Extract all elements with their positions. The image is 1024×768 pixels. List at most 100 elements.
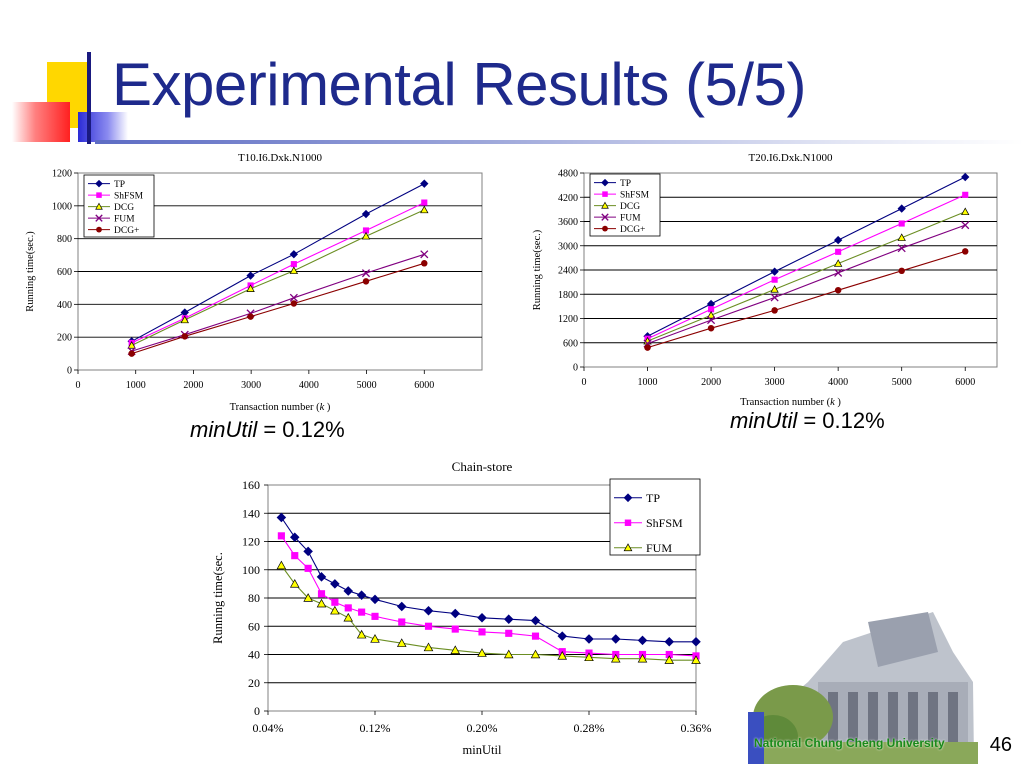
series-line-dcg- xyxy=(131,262,425,355)
y-tick-label: 0 xyxy=(573,363,578,374)
legend-entry: DCG xyxy=(114,203,134,213)
y-tick-label: 20 xyxy=(248,676,260,690)
x-tick-label: 0.20% xyxy=(467,721,498,735)
x-tick-label: 0 xyxy=(76,380,81,391)
data-point xyxy=(289,266,299,274)
legend-entry: ShFSM xyxy=(620,190,650,200)
y-tick-label: 100 xyxy=(242,563,260,577)
data-point xyxy=(370,594,380,605)
data-point xyxy=(770,285,779,293)
chart-title: T10.I6.Dxk.N1000 xyxy=(238,152,323,164)
data-point xyxy=(637,635,648,646)
data-point xyxy=(557,631,568,641)
slide-title: Experimental Results (5/5) xyxy=(112,51,806,118)
data-point xyxy=(330,605,340,615)
minutil-caption-right: minUtil = 0.12% xyxy=(730,408,885,434)
series-line-shfsm xyxy=(647,194,966,340)
legend-entry: FUM xyxy=(620,213,641,223)
data-point xyxy=(584,634,594,644)
x-tick-label: 1000 xyxy=(638,377,658,388)
x-tick-label: 3000 xyxy=(765,377,785,388)
chart-chain-store-svg: 0 20 40 60 80 100 120 140 160 0.04% 0.12% 0.20% 0.28… xyxy=(211,459,712,757)
data-point xyxy=(277,532,285,540)
data-point xyxy=(834,286,842,294)
data-point xyxy=(898,267,905,275)
y-axis-label: Running time(sec.) xyxy=(25,231,36,312)
y-tick-label: 1000 xyxy=(52,201,72,212)
x-tick-label: 4000 xyxy=(828,377,848,388)
legend-marker xyxy=(95,179,103,188)
data-point xyxy=(530,649,541,659)
data-point xyxy=(961,172,970,182)
legend-marker xyxy=(601,178,609,187)
x-axis-label: minUtil xyxy=(463,743,502,757)
series-line-tp xyxy=(647,176,966,337)
data-point xyxy=(834,268,843,277)
data-point xyxy=(637,653,648,663)
data-point xyxy=(289,250,299,259)
data-point xyxy=(771,276,778,283)
slide-number: 46 xyxy=(989,734,1012,756)
y-tick-label: 3000 xyxy=(558,241,578,252)
legend-marker xyxy=(601,213,609,221)
data-point xyxy=(247,313,254,320)
data-point xyxy=(897,204,906,213)
y-tick-label: 140 xyxy=(242,506,260,520)
y-tick-label: 0 xyxy=(67,366,72,377)
data-point xyxy=(423,605,434,616)
data-point xyxy=(961,207,970,216)
legend-marker xyxy=(624,519,632,526)
data-point xyxy=(898,220,905,227)
x-axis-label: Transaction number (k ) xyxy=(740,397,841,408)
data-point xyxy=(246,284,255,292)
data-point xyxy=(584,652,594,662)
data-point xyxy=(316,598,327,608)
x-tick-label: 2000 xyxy=(183,380,203,391)
data-point xyxy=(356,629,367,639)
data-point xyxy=(361,209,371,219)
data-point xyxy=(246,271,255,280)
data-point xyxy=(181,333,189,340)
x-tick-label: 0.04% xyxy=(253,721,284,735)
legend-marker xyxy=(602,191,608,197)
data-point xyxy=(343,612,354,622)
data-point xyxy=(127,341,136,349)
university-name: National Chung Cheng University xyxy=(754,736,945,750)
data-point xyxy=(361,269,371,278)
series-line-tp xyxy=(131,183,425,342)
data-point xyxy=(770,293,779,302)
data-point xyxy=(128,350,135,357)
data-point xyxy=(344,604,352,612)
series-line-fum xyxy=(131,253,425,352)
y-axis-label: Running time(sec.) xyxy=(532,229,543,310)
chart-t10-svg: 0 200 400 600 800 1000 1200 0 1000 2000 3000 4000 50… xyxy=(25,152,483,413)
data-point xyxy=(833,259,843,267)
minutil-caption-right-name: minUtil xyxy=(730,408,798,433)
y-tick-label: 1800 xyxy=(558,290,578,301)
data-point xyxy=(961,248,969,255)
data-point xyxy=(770,267,779,276)
y-tick-label: 60 xyxy=(248,619,260,633)
data-point xyxy=(707,324,715,332)
data-point xyxy=(291,552,299,560)
data-point xyxy=(557,650,568,660)
data-point xyxy=(303,593,313,602)
y-tick-label: 800 xyxy=(57,234,72,245)
data-point xyxy=(450,645,461,654)
university-building-picture xyxy=(748,612,978,764)
y-tick-label: 400 xyxy=(57,300,72,311)
data-point xyxy=(530,615,541,626)
data-point xyxy=(358,608,366,616)
legend-marker xyxy=(96,226,102,233)
x-axis-label: Transaction number (k ) xyxy=(230,402,331,413)
data-point xyxy=(610,634,621,644)
y-tick-label: 200 xyxy=(57,333,72,344)
data-point xyxy=(420,179,429,188)
legend-entry: DCG+ xyxy=(620,225,645,235)
y-tick-label: 600 xyxy=(563,338,578,349)
series-line-dcg xyxy=(131,209,425,346)
data-point xyxy=(962,191,969,198)
data-point xyxy=(706,310,716,319)
data-point xyxy=(289,293,298,302)
data-point xyxy=(421,260,428,267)
